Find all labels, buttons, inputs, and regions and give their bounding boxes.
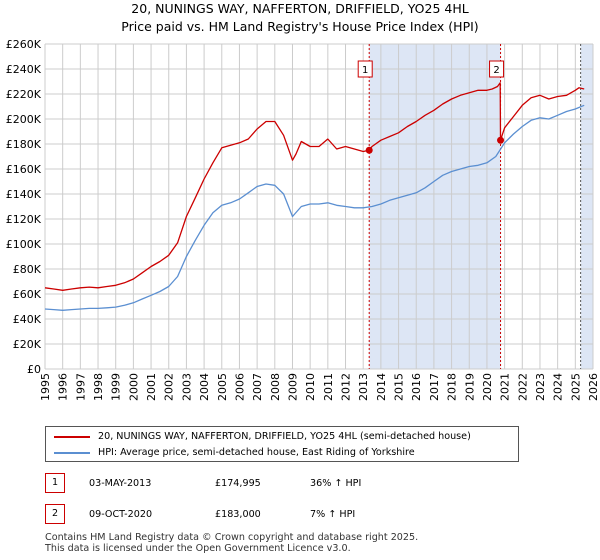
y-tick-label: £260K xyxy=(6,38,42,51)
y-tick-label: £100K xyxy=(6,238,42,251)
x-tick-label: 2011 xyxy=(322,373,335,401)
shaded-range xyxy=(369,44,501,369)
shaded-periods xyxy=(369,44,593,369)
x-axis-tick-labels: 1995 1996 1997 1998 1999 2000 2001 2002 2003 2004… xyxy=(39,373,600,401)
x-tick-label: 1999 xyxy=(110,373,123,401)
x-tick-label: 2017 xyxy=(428,373,441,401)
x-tick-label: 2014 xyxy=(375,373,388,401)
y-tick-label: £180K xyxy=(6,138,42,151)
x-tick-label: 2016 xyxy=(410,373,423,401)
x-tick-label: 2020 xyxy=(481,373,494,401)
y-tick-label: £160K xyxy=(6,163,42,176)
marker-label-box xyxy=(489,60,505,78)
transaction-date: 03-MAY-2013 xyxy=(89,478,152,489)
x-tick-label: 2022 xyxy=(516,373,529,401)
legend-label-hpi: HPI: Average price, semi-detached house,… xyxy=(98,447,415,458)
x-tick-label: 1995 xyxy=(39,373,52,401)
sale-points xyxy=(365,136,505,154)
transaction-hpi-change: 7% ↑ HPI xyxy=(310,509,356,520)
x-tick-label: 2003 xyxy=(180,373,193,401)
marker-label: 2 xyxy=(493,65,499,76)
legend-swatch-property xyxy=(54,436,90,438)
y-axis-tick-labels: £0 £20K £40K £60K £80K £100K £120K £140K £160K £1… xyxy=(6,38,42,376)
transaction-price: £183,000 xyxy=(215,509,261,520)
marker-label-box xyxy=(357,60,373,78)
title-address: 20, NUNINGS WAY, NAFFERTON, DRIFFIELD, Y… xyxy=(131,1,469,16)
y-tick-label: £20K xyxy=(13,338,42,351)
hpi-line xyxy=(44,104,585,311)
y-tick-label: £80K xyxy=(13,263,42,276)
transaction-date: 09-OCT-2020 xyxy=(89,509,153,520)
footer-attribution: Contains HM Land Registry data © Crown c… xyxy=(45,532,418,554)
x-tick-label: 2006 xyxy=(233,373,246,401)
x-tick-label: 2010 xyxy=(304,373,317,401)
transaction-hpi-change: 36% ↑ HPI xyxy=(310,478,362,489)
y-tick-label: £120K xyxy=(6,213,42,226)
transaction-price: £174,995 xyxy=(215,478,261,489)
legend-label-property: 20, NUNINGS WAY, NAFFERTON, DRIFFIELD, Y… xyxy=(98,431,471,442)
x-tick-label: 2007 xyxy=(251,373,264,401)
sale-point xyxy=(365,146,373,154)
marker-label: 1 xyxy=(362,65,368,76)
x-tick-label: 2026 xyxy=(587,373,600,401)
x-tick-label: 2001 xyxy=(145,373,158,401)
price-chart: £0 £20K £40K £60K £80K £100K £120K £140K £160K £1… xyxy=(6,38,600,401)
legend: 20, NUNINGS WAY, NAFFERTON, DRIFFIELD, Y… xyxy=(45,426,519,462)
x-tick-label: 2021 xyxy=(499,373,512,401)
y-tick-label: £200K xyxy=(6,113,42,126)
x-tick-label: 1997 xyxy=(74,373,87,401)
grid-lines xyxy=(44,43,594,370)
y-tick-label: £0 xyxy=(27,363,41,376)
x-tick-label: 2013 xyxy=(357,373,370,401)
legend-swatch-hpi xyxy=(54,452,90,454)
y-tick-label: £240K xyxy=(6,63,42,76)
sale-point xyxy=(497,136,505,144)
y-tick-label: £40K xyxy=(13,313,42,326)
x-tick-label: 2005 xyxy=(216,373,229,401)
x-tick-label: 2025 xyxy=(569,373,582,401)
x-tick-label: 2019 xyxy=(463,373,476,401)
y-tick-label: £140K xyxy=(6,188,42,201)
chart-title: 20, NUNINGS WAY, NAFFERTON, DRIFFIELD, Y… xyxy=(0,0,600,36)
x-tick-label: 2002 xyxy=(163,373,176,401)
transaction-badge: 1 xyxy=(45,473,65,493)
transaction-badge: 2 xyxy=(45,504,65,524)
footer-copyright: Contains HM Land Registry data © Crown c… xyxy=(45,532,419,543)
y-tick-label: £220K xyxy=(6,88,42,101)
x-tick-label: 2023 xyxy=(534,373,547,401)
property-price-line xyxy=(44,82,585,291)
x-tick-label: 1998 xyxy=(92,373,105,401)
title-subtitle: Price paid vs. HM Land Registry's House … xyxy=(121,19,479,34)
x-tick-label: 2000 xyxy=(127,373,140,401)
x-tick-label: 1996 xyxy=(57,373,70,401)
x-tick-label: 2009 xyxy=(286,373,299,401)
y-tick-label: £60K xyxy=(13,288,42,301)
x-tick-label: 2024 xyxy=(552,373,565,401)
series-lines xyxy=(44,82,585,311)
x-tick-label: 2015 xyxy=(393,373,406,401)
x-tick-label: 2008 xyxy=(269,373,282,401)
x-tick-label: 2018 xyxy=(446,373,459,401)
x-tick-label: 2004 xyxy=(198,373,211,401)
shaded-range xyxy=(580,44,593,369)
x-tick-label: 2012 xyxy=(340,373,353,401)
footer-licence: This data is licensed under the Open Gov… xyxy=(45,543,351,554)
